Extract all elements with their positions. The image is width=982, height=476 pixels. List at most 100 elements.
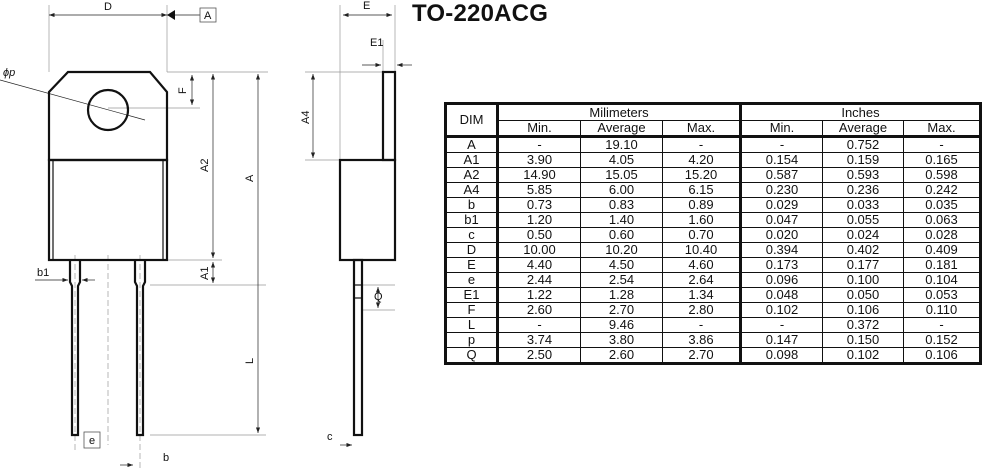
value-cell: 0.150 — [822, 332, 904, 348]
dim-cell: A4 — [445, 182, 499, 198]
label-datum-A: A — [204, 10, 212, 22]
value-cell: - — [497, 136, 581, 153]
value-cell: 0.055 — [822, 212, 904, 228]
header-dim: DIM — [445, 103, 499, 138]
dim-cell: A1 — [445, 152, 499, 168]
table-row: A4 5.85 6.00 6.15 0.230 0.236 0.242 — [445, 182, 981, 198]
dimension-table: DIM Milimeters Inches Min. Average Max. Min… — [444, 102, 982, 365]
value-cell: 2.70 — [662, 347, 741, 364]
value-cell: 0.598 — [903, 167, 981, 183]
table-row: F 2.60 2.70 2.80 0.102 0.106 0.110 — [445, 302, 981, 318]
value-cell: 1.40 — [580, 212, 663, 228]
dim-cell: c — [445, 227, 499, 243]
value-cell: 15.20 — [662, 167, 741, 183]
value-cell: 6.15 — [662, 182, 741, 198]
mounting-hole — [86, 88, 130, 132]
subheader-min-mm: Min. — [497, 120, 581, 138]
value-cell: 19.10 — [580, 136, 663, 153]
value-cell: 0.035 — [903, 197, 981, 213]
value-cell: 1.28 — [580, 287, 663, 303]
label-Q: Q — [374, 291, 383, 303]
table-row: E 4.40 4.50 4.60 0.173 0.177 0.181 — [445, 257, 981, 273]
table-row: b 0.73 0.83 0.89 0.029 0.033 0.035 — [445, 197, 981, 213]
value-cell: 0.177 — [822, 257, 904, 273]
value-cell: 0.048 — [739, 287, 823, 303]
dim-cell: F — [445, 302, 499, 318]
value-cell: 0.028 — [903, 227, 981, 243]
body-front — [47, 158, 169, 262]
table-row: Q 2.50 2.60 2.70 0.098 0.102 0.106 — [445, 347, 981, 364]
value-cell: 0.402 — [822, 242, 904, 258]
value-cell: 0.096 — [739, 272, 823, 288]
value-cell: 0.173 — [739, 257, 823, 273]
dim-cell: b — [445, 197, 499, 213]
value-cell: 0.165 — [903, 152, 981, 168]
value-cell: 4.60 — [662, 257, 741, 273]
label-b1: b1 — [37, 267, 49, 279]
value-cell: 10.40 — [662, 242, 741, 258]
value-cell: 2.60 — [580, 347, 663, 364]
label-E: E — [363, 0, 370, 12]
value-cell: 2.60 — [497, 302, 581, 318]
label-A4: A4 — [300, 111, 312, 124]
value-cell: 0.242 — [903, 182, 981, 198]
subheader-max-mm: Max. — [662, 120, 741, 138]
value-cell: 0.147 — [739, 332, 823, 348]
table-row: p 3.74 3.80 3.86 0.147 0.150 0.152 — [445, 332, 981, 348]
label-A: A — [244, 174, 256, 182]
label-e: e — [89, 435, 95, 447]
value-cell: 0.60 — [580, 227, 663, 243]
dim-cell: p — [445, 332, 499, 348]
value-cell: 2.44 — [497, 272, 581, 288]
value-cell: - — [662, 136, 741, 153]
value-cell: 0.372 — [822, 317, 904, 333]
value-cell: 0.029 — [739, 197, 823, 213]
value-cell: 3.80 — [580, 332, 663, 348]
dim-cell: Q — [445, 347, 499, 364]
value-cell: 0.152 — [903, 332, 981, 348]
value-cell: 1.20 — [497, 212, 581, 228]
value-cell: 0.230 — [739, 182, 823, 198]
lead-right — [133, 260, 147, 437]
value-cell: 0.83 — [580, 197, 663, 213]
subheader-average-in: Average — [822, 120, 904, 138]
value-cell: 0.73 — [497, 197, 581, 213]
value-cell: 2.80 — [662, 302, 741, 318]
value-cell: 2.64 — [662, 272, 741, 288]
dim-cell: E — [445, 257, 499, 273]
value-cell: 5.85 — [497, 182, 581, 198]
value-cell: 0.409 — [903, 242, 981, 258]
value-cell: 2.70 — [580, 302, 663, 318]
value-cell: 0.047 — [739, 212, 823, 228]
value-cell: - — [903, 136, 981, 153]
tab-outline — [47, 70, 169, 162]
value-cell: 6.00 — [580, 182, 663, 198]
table-row: A2 14.90 15.05 15.20 0.587 0.593 0.598 — [445, 167, 981, 183]
value-cell: 14.90 — [497, 167, 581, 183]
table-row: A -19.10- -0.752- — [445, 136, 981, 153]
value-cell: 0.050 — [822, 287, 904, 303]
value-cell: 0.053 — [903, 287, 981, 303]
value-cell: 0.587 — [739, 167, 823, 183]
table-row: e 2.44 2.54 2.64 0.096 0.100 0.104 — [445, 272, 981, 288]
value-cell: 1.60 — [662, 212, 741, 228]
value-cell: 0.104 — [903, 272, 981, 288]
value-cell: 1.22 — [497, 287, 581, 303]
label-c: c — [327, 431, 333, 443]
value-cell: 0.033 — [822, 197, 904, 213]
value-cell: 0.50 — [497, 227, 581, 243]
dim-cell: b1 — [445, 212, 499, 228]
table-row: D 10.00 10.20 10.40 0.394 0.402 0.409 — [445, 242, 981, 258]
value-cell: 0.102 — [739, 302, 823, 318]
value-cell: 1.34 — [662, 287, 741, 303]
lead-left — [68, 260, 82, 437]
dimension-lines — [0, 12, 412, 468]
label-E1: E1 — [370, 37, 383, 49]
value-cell: 0.100 — [822, 272, 904, 288]
dim-cell: A2 — [445, 167, 499, 183]
lead-side — [352, 258, 364, 437]
value-cell: 0.593 — [822, 167, 904, 183]
table-row: b1 1.20 1.40 1.60 0.047 0.055 0.063 — [445, 212, 981, 228]
value-cell: 0.752 — [822, 136, 904, 153]
label-D: D — [104, 1, 112, 13]
